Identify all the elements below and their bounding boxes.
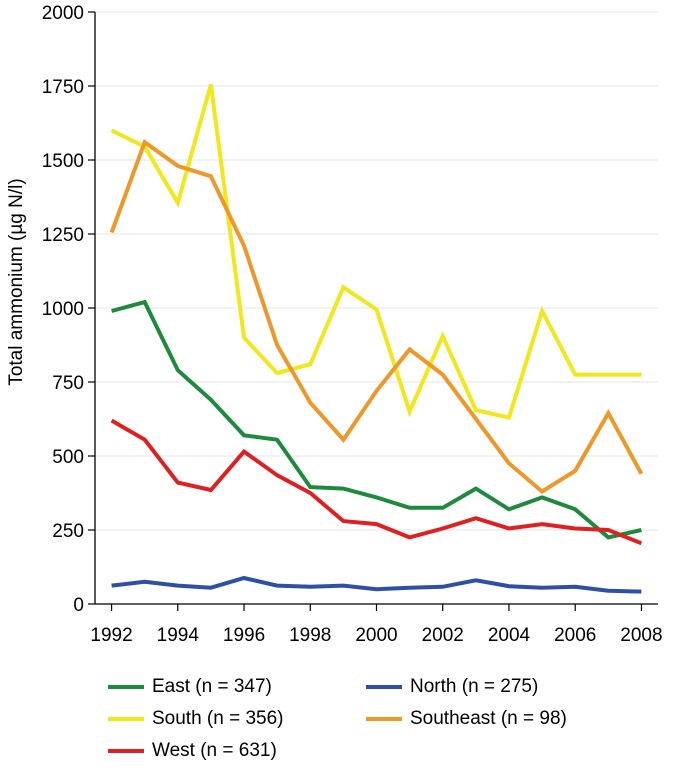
legend-swatch-west xyxy=(108,749,144,753)
legend-swatch-north xyxy=(366,685,402,689)
y-tick-label: 1750 xyxy=(42,77,84,98)
y-tick-label: 2000 xyxy=(42,3,84,24)
x-tick-label: 2002 xyxy=(422,625,464,646)
y-tick-label: 1500 xyxy=(42,151,84,172)
legend-label-south: South (n = 356) xyxy=(152,708,284,729)
y-tick-label: 750 xyxy=(52,373,84,394)
legend-swatch-southeast xyxy=(366,717,402,721)
legend-swatch-east xyxy=(108,685,144,689)
x-tick-label: 2000 xyxy=(355,625,397,646)
y-tick-label: 1000 xyxy=(42,299,84,320)
legend-label-east: East (n = 347) xyxy=(152,676,272,697)
x-tick-label: 1998 xyxy=(289,625,331,646)
legend: East (n = 347) North (n = 275) South (n … xyxy=(108,672,648,766)
series-line-southeast xyxy=(109,139,644,494)
y-tick-label: 500 xyxy=(52,447,84,468)
x-tick-label: 1996 xyxy=(223,625,265,646)
legend-item-southeast: Southeast (n = 98) xyxy=(366,704,567,734)
x-tick-label: 2008 xyxy=(620,625,662,646)
x-tick-label: 2006 xyxy=(554,625,596,646)
y-tick-label: 1250 xyxy=(42,225,84,246)
grid-lines xyxy=(95,11,658,531)
legend-item-west: West (n = 631) xyxy=(108,736,277,766)
legend-item-south: South (n = 356) xyxy=(108,704,284,734)
x-tick-label: 1992 xyxy=(90,625,132,646)
legend-item-north: North (n = 275) xyxy=(366,672,538,702)
y-tick-label: 250 xyxy=(52,521,84,542)
series-line-west xyxy=(110,418,643,546)
y-tick-label: 0 xyxy=(73,595,84,616)
axes xyxy=(88,11,658,611)
legend-label-north: North (n = 275) xyxy=(410,676,539,697)
legend-label-west: West (n = 631) xyxy=(152,740,277,761)
legend-item-east: East (n = 347) xyxy=(108,672,272,702)
x-tick-labels: 1992 1994 1996 1998 2000 2002 2004 2006 2008 xyxy=(90,625,662,646)
legend-swatch-south xyxy=(108,717,144,721)
series-line-north xyxy=(111,575,642,594)
legend-label-southeast: Southeast (n = 98) xyxy=(410,708,567,729)
x-tick-label: 1994 xyxy=(157,625,200,646)
series-line-east xyxy=(111,299,642,540)
y-axis-title: Total ammonium (µg N/l) xyxy=(6,178,27,385)
x-tick-label: 2004 xyxy=(488,625,531,646)
series-line-south xyxy=(110,83,642,420)
series-lines xyxy=(109,83,644,594)
y-tick-labels: 0 250 500 750 1000 1250 1500 1750 2000 xyxy=(42,3,84,616)
